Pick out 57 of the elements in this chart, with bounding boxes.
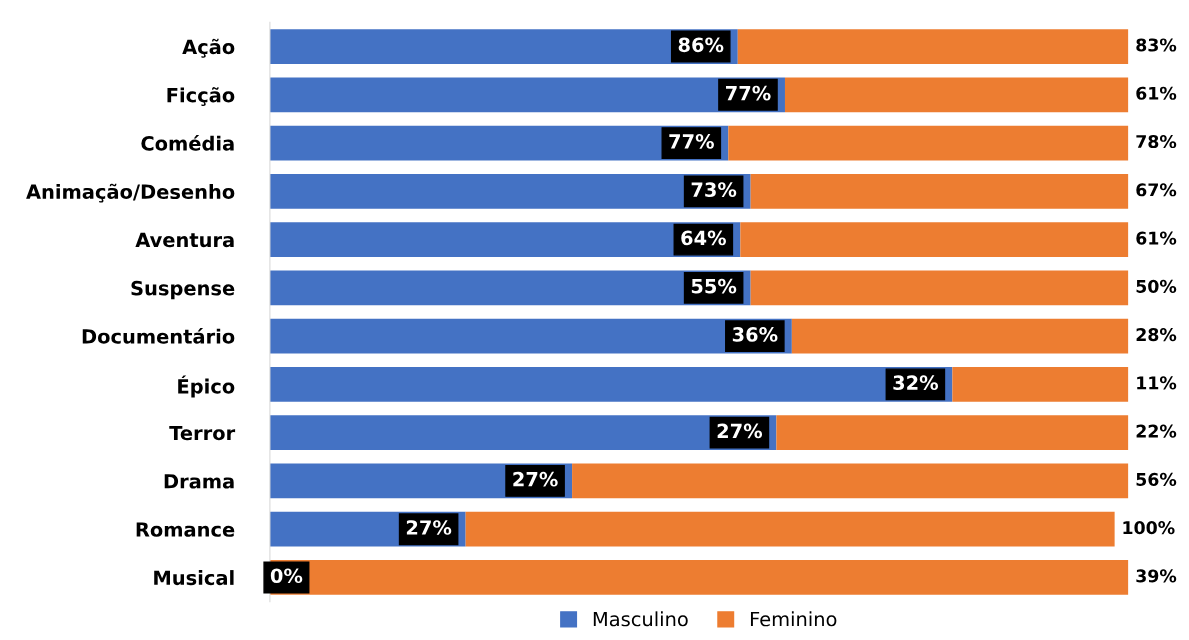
- bar: [750, 173, 1129, 209]
- annotation: 39%: [1136, 569, 1177, 583]
- bar: [269, 415, 777, 451]
- annotation: 61%: [1136, 231, 1177, 245]
- annotation: 27%: [406, 520, 452, 535]
- y-tick-label: Terror: [169, 425, 236, 441]
- annotation: 50%: [1136, 279, 1177, 293]
- annotation: 61%: [1136, 86, 1177, 100]
- annotation: 77%: [726, 85, 771, 101]
- annotation: 22%: [1136, 424, 1177, 438]
- bar: [728, 125, 1129, 161]
- annotation: 73%: [691, 182, 737, 197]
- annotation: 55%: [691, 278, 737, 294]
- legend-label: Masculino: [593, 611, 688, 627]
- annotation: 32%: [893, 375, 939, 391]
- annotation: 64%: [681, 230, 726, 246]
- annotation: 67%: [1136, 183, 1177, 197]
- annotation: 77%: [669, 134, 714, 149]
- bar: [269, 77, 785, 113]
- annotation: 86%: [678, 37, 724, 53]
- bar: [269, 318, 792, 354]
- bar: [791, 318, 1129, 354]
- bar: [750, 270, 1129, 306]
- bar: [776, 415, 1129, 451]
- bar: [269, 173, 751, 209]
- bar: [269, 29, 738, 64]
- y-tick-label: Romance: [136, 522, 235, 537]
- y-tick-label: Suspense: [131, 280, 235, 300]
- y-tick-label: Drama: [164, 474, 234, 489]
- y-tick-label: Ficção: [167, 87, 235, 107]
- y-tick-label: Aventura: [135, 232, 234, 248]
- annotation: 28%: [1136, 328, 1177, 342]
- bar: [269, 125, 729, 161]
- y-tick-label: Épico: [178, 375, 235, 398]
- annotation: 27%: [513, 471, 558, 487]
- annotation: 100%: [1123, 521, 1175, 535]
- y-tick-label: Comédia: [141, 134, 234, 151]
- bar: [784, 77, 1129, 113]
- bar: [737, 29, 1129, 64]
- annotation: 0%: [270, 568, 303, 584]
- legend-label: Feminino: [750, 611, 837, 627]
- bar: [572, 463, 1129, 499]
- y-tick-label: Documentário: [82, 327, 235, 344]
- bar: [269, 367, 953, 402]
- bar: [269, 270, 751, 306]
- bar: [465, 511, 1115, 547]
- annotation: 56%: [1136, 472, 1177, 486]
- y-tick-label: Animação/Desenho: [26, 183, 235, 203]
- y-tick-label: Musical: [154, 570, 234, 586]
- y-tick-label: Ação: [182, 38, 235, 58]
- bar: [740, 222, 1129, 257]
- annotation: 83%: [1136, 38, 1177, 52]
- annotation: 27%: [717, 423, 763, 439]
- annotation: 36%: [732, 327, 778, 342]
- annotation: 11%: [1137, 376, 1177, 390]
- annotation: 78%: [1136, 134, 1177, 149]
- bar: [952, 367, 1129, 402]
